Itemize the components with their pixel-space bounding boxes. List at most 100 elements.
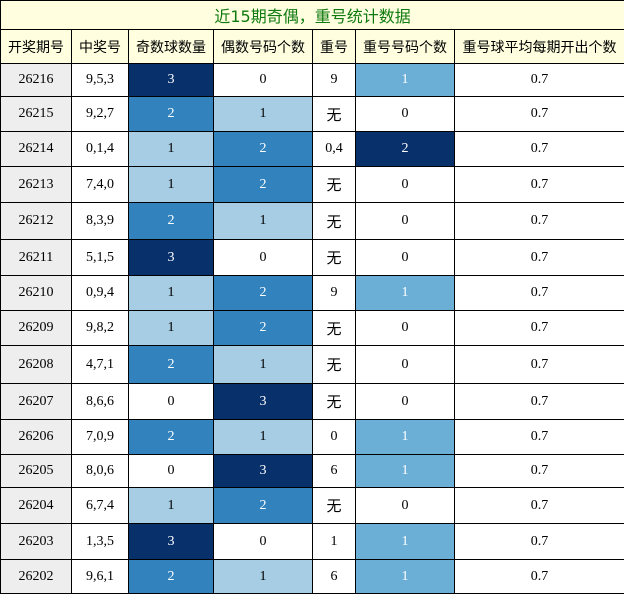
header-issue: 开奖期号: [1, 30, 72, 64]
repeat-count-cell: 0: [356, 346, 455, 384]
repeat-count-cell: 0: [356, 240, 455, 276]
repeat-count-cell: 0: [356, 488, 455, 524]
numbers-cell: 9,2,7: [72, 97, 129, 132]
repeat-cell: 无: [313, 311, 356, 346]
repeat-average-cell: 0.7: [455, 524, 624, 560]
numbers-cell: 0,1,4: [72, 132, 129, 167]
issue-cell: 26211: [1, 240, 72, 276]
numbers-cell: 7,4,0: [72, 167, 129, 203]
repeat-count-cell: 0: [356, 167, 455, 203]
repeat-average-cell: 0.7: [455, 203, 624, 240]
issue-cell: 26204: [1, 488, 72, 524]
numbers-cell: 6,7,4: [72, 488, 129, 524]
repeat-count-cell: 0: [356, 384, 455, 420]
repeat-average-cell: 0.7: [455, 384, 624, 420]
numbers-cell: 4,7,1: [72, 346, 129, 384]
repeat-average-cell: 0.7: [455, 346, 624, 384]
repeat-cell: 6: [313, 560, 356, 594]
issue-cell: 26210: [1, 276, 72, 311]
repeat-cell: 无: [313, 97, 356, 132]
numbers-cell: 5,1,5: [72, 240, 129, 276]
issue-cell: 26212: [1, 203, 72, 240]
repeat-cell: 无: [313, 167, 356, 203]
issue-cell: 26208: [1, 346, 72, 384]
issue-cell: 26209: [1, 311, 72, 346]
numbers-cell: 9,6,1: [72, 560, 129, 594]
repeat-count-cell: 1: [356, 455, 455, 488]
repeat-count-cell: 0: [356, 311, 455, 346]
issue-cell: 26214: [1, 132, 72, 167]
odd-count-cell: 0: [129, 384, 214, 420]
repeat-average-cell: 0.7: [455, 560, 624, 594]
even-count-cell: 1: [214, 203, 313, 240]
numbers-cell: 8,6,6: [72, 384, 129, 420]
table-title: 近15期奇偶，重号统计数据: [1, 1, 624, 30]
repeat-average-cell: 0.7: [455, 311, 624, 346]
odd-count-cell: 1: [129, 488, 214, 524]
even-count-cell: 2: [214, 311, 313, 346]
even-count-cell: 1: [214, 560, 313, 594]
repeat-cell: 无: [313, 240, 356, 276]
header-odd-count: 奇数球数量: [129, 30, 214, 64]
repeat-cell: 无: [313, 488, 356, 524]
repeat-cell: 9: [313, 276, 356, 311]
even-count-cell: 3: [214, 384, 313, 420]
even-count-cell: 0: [214, 524, 313, 560]
issue-cell: 26203: [1, 524, 72, 560]
issue-cell: 26202: [1, 560, 72, 594]
header-repeat: 重号: [313, 30, 356, 64]
repeat-average-cell: 0.7: [455, 64, 624, 97]
odd-count-cell: 1: [129, 132, 214, 167]
odd-count-cell: 2: [129, 203, 214, 240]
repeat-average-cell: 0.7: [455, 455, 624, 488]
issue-cell: 26215: [1, 97, 72, 132]
title-row: 近15期奇偶，重号统计数据: [1, 1, 624, 30]
repeat-count-cell: 1: [356, 64, 455, 97]
header-numbers: 中奖号: [72, 30, 129, 64]
even-count-cell: 1: [214, 420, 313, 455]
numbers-cell: 9,5,3: [72, 64, 129, 97]
repeat-count-cell: 1: [356, 420, 455, 455]
repeat-cell: 9: [313, 64, 356, 97]
odd-count-cell: 2: [129, 560, 214, 594]
even-count-cell: 2: [214, 132, 313, 167]
odd-count-cell: 1: [129, 276, 214, 311]
repeat-count-cell: 1: [356, 560, 455, 594]
issue-cell: 26216: [1, 64, 72, 97]
even-count-cell: 1: [214, 346, 313, 384]
odd-count-cell: 1: [129, 311, 214, 346]
repeat-cell: 无: [313, 203, 356, 240]
odd-count-cell: 2: [129, 346, 214, 384]
even-count-cell: 2: [214, 488, 313, 524]
repeat-cell: 6: [313, 455, 356, 488]
even-count-cell: 0: [214, 240, 313, 276]
issue-cell: 26206: [1, 420, 72, 455]
repeat-count-cell: 1: [356, 524, 455, 560]
odd-count-cell: 1: [129, 167, 214, 203]
numbers-cell: 7,0,9: [72, 420, 129, 455]
repeat-cell: 0,4: [313, 132, 356, 167]
repeat-count-cell: 2: [356, 132, 455, 167]
issue-cell: 26207: [1, 384, 72, 420]
repeat-cell: 1: [313, 524, 356, 560]
repeat-average-cell: 0.7: [455, 132, 624, 167]
repeat-count-cell: 1: [356, 276, 455, 311]
repeat-average-cell: 0.7: [455, 167, 624, 203]
header-even-count: 偶数号码个数: [214, 30, 313, 64]
odd-count-cell: 3: [129, 240, 214, 276]
odd-count-cell: 0: [129, 455, 214, 488]
